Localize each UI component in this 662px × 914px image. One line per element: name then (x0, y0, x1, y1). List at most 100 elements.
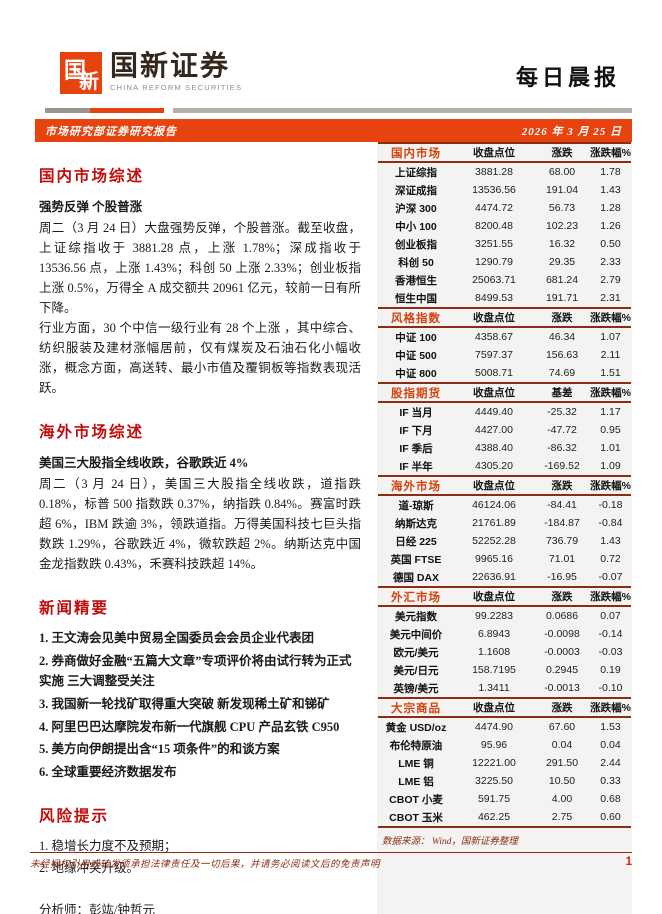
cell-value: -0.0013 (544, 682, 580, 694)
cell-value: 0.07 (600, 610, 621, 622)
banner-label: 市场研究部证券研究报告 (45, 125, 177, 138)
table-row: 英国 FTSE 9965.16 71.01 0.72 (378, 550, 631, 568)
risk-list: 1. 稳增长力度不及预期； 2. 地缘冲突升级。 (35, 836, 365, 879)
cell-value: 2.11 (600, 349, 621, 361)
cell-value: -0.03 (598, 646, 623, 658)
summary-column: 国内市场综述 强势反弹 个股普涨 周二（3 月 24 日）大盘强势反弹，个股普涨… (35, 142, 365, 914)
cell-value: 0.72 (600, 553, 621, 565)
logo-char: 新 (79, 71, 99, 93)
table-row: 英镑/美元 1.3411 -0.0013 -0.10 (378, 679, 631, 697)
cell-value: 291.50 (545, 757, 579, 769)
news-item: 1. 王文涛会见美中贸易全国委员会会员企业代表团 (39, 631, 315, 645)
cell-value: -25.32 (547, 406, 577, 418)
column-header: 涨跌 (551, 312, 573, 324)
table-row: CBOT 小麦 591.75 4.00 0.68 (378, 790, 631, 808)
row-label: 布伦特原油 (389, 739, 443, 752)
cell-value: 1.17 (600, 406, 621, 418)
cell-value: 0.2945 (545, 664, 579, 676)
cell-value: -184.87 (544, 517, 580, 529)
news-item: 6. 全球重要经济数据发布 (39, 764, 177, 779)
cell-value: -16.95 (547, 571, 577, 583)
cell-value: -0.18 (598, 499, 623, 511)
table-row: 沪深 300 4474.72 56.73 1.28 (378, 199, 631, 217)
domestic-subtitle: 强势反弹 个股普涨 (39, 200, 143, 214)
table-section-title: 风格指数 (391, 312, 441, 325)
cell-value: 1.01 (600, 442, 621, 454)
cell-value: 95.96 (480, 739, 508, 751)
column-header: 涨跌 (551, 702, 573, 714)
cell-value: 2.79 (600, 274, 621, 286)
cell-value: -0.10 (598, 682, 623, 694)
brand-names: 国新证券 CHINA REFORM SECURITIES (110, 52, 242, 92)
table-section-header: 外汇市场 收盘点位 涨跌 涨跌幅% (378, 586, 631, 607)
cell-value: 1.43 (600, 184, 621, 196)
risk-item: 2. 地缘冲突升级。 (39, 860, 140, 875)
table-row: IF 半年 4305.20 -169.52 1.09 (378, 457, 631, 475)
domestic-paragraph: 行业方面，30 个中信一级行业有 28 个上涨 ，其中综合、纺织服装及建材涨幅居… (39, 321, 361, 395)
table-row: 黄金 USD/oz 4474.90 67.60 1.53 (378, 718, 631, 736)
table-row: 创业板指 3251.55 16.32 0.50 (378, 235, 631, 253)
content: 国内市场综述 强势反弹 个股普涨 周二（3 月 24 日）大盘强势反弹，个股普涨… (35, 142, 632, 914)
data-source-note: 数据来源： Wind，国新证券整理 (378, 826, 631, 847)
table-row: 深证成指 13536.56 191.04 1.43 (378, 181, 631, 199)
cell-value: 21761.89 (472, 517, 516, 529)
cell-value: 52252.28 (472, 535, 516, 547)
cell-value: -86.32 (547, 442, 577, 454)
cell-value: 1290.79 (475, 256, 513, 268)
row-label: 恒生中国 (395, 292, 437, 305)
cell-value: 7597.37 (475, 349, 513, 361)
cell-value: 156.63 (545, 349, 579, 361)
divider-segment (173, 108, 632, 113)
cell-value: 1.3411 (478, 682, 510, 694)
cell-value: 6.8943 (477, 628, 511, 640)
cell-value: 102.23 (545, 220, 579, 232)
column-header: 涨跌 (551, 147, 573, 159)
cell-value: 46.34 (548, 331, 576, 343)
table-row: 纳斯达克 21761.89 -184.87 -0.84 (378, 514, 631, 532)
news-item: 5. 美方向伊朗提出含“15 项条件”的和谈方案 (39, 742, 280, 757)
cell-value: 0.60 (600, 811, 621, 823)
column-header: 收盘点位 (473, 480, 515, 492)
row-label: IF 当月 (399, 406, 433, 419)
column-header: 收盘点位 (473, 312, 515, 324)
cell-value: 4427.00 (475, 424, 513, 436)
cell-value: 1.43 (600, 535, 621, 547)
cell-value: 29.35 (548, 256, 576, 268)
logo-char: 国 (64, 58, 87, 83)
cell-value: 681.24 (545, 274, 579, 286)
row-label: 美元中间价 (389, 628, 443, 641)
table-row: IF 当月 4449.40 -25.32 1.17 (378, 403, 631, 421)
row-label: 美元指数 (395, 610, 437, 623)
cell-value: 13536.56 (472, 184, 516, 196)
table-row: 中证 800 5008.71 74.69 1.51 (378, 364, 631, 382)
risk-item: 1. 稳增长力度不及预期； (39, 839, 177, 854)
row-label: 英镑/美元 (393, 682, 439, 695)
news-list: 1. 王文涛会见美中贸易全国委员会会员企业代表团 2. 券商做好金融“五篇大文章”… (35, 628, 365, 782)
row-label: 中小 100 (395, 220, 437, 233)
row-label: 美元/日元 (393, 664, 439, 677)
cell-value: 1.26 (600, 220, 621, 232)
column-header: 收盘点位 (473, 591, 515, 603)
table-row: IF 季后 4388.40 -86.32 1.01 (378, 439, 631, 457)
market-tables: 国内市场 收盘点位 涨跌 涨跌幅% 上证综指 3881.28 68.00 1.78 深证成指 13… (378, 142, 631, 826)
divider-segment (45, 108, 90, 113)
table-row: 恒生中国 8499.53 191.71 2.31 (378, 289, 631, 307)
divider-segment (164, 108, 173, 113)
section-title-risks: 风险提示 (39, 808, 110, 826)
table-row: 德国 DAX 22636.91 -16.95 -0.07 (378, 568, 631, 586)
row-label: 中证 100 (395, 331, 437, 344)
cell-value: 2.44 (600, 757, 621, 769)
page-footer: 未经授权引用或转发须承担法律责任及一切后果，并请务必阅读文后的免责声明 1 (30, 852, 632, 870)
column-header: 涨跌幅% (590, 312, 631, 324)
section-title-domestic: 国内市场综述 (39, 168, 145, 185)
row-label: CBOT 玉米 (389, 811, 443, 824)
table-row: 美元/日元 158.7195 0.2945 0.19 (378, 661, 631, 679)
column-header: 涨跌幅% (590, 147, 631, 159)
column-header: 涨跌 (551, 480, 573, 492)
column-header: 涨跌幅% (590, 387, 631, 399)
section-title-news: 新闻精要 (39, 600, 110, 617)
divider-segment (90, 108, 164, 113)
cell-value: 4305.20 (475, 460, 513, 472)
table-section-header: 大宗商品 收盘点位 涨跌 涨跌幅% (378, 697, 631, 718)
cell-value: 191.71 (545, 292, 579, 304)
